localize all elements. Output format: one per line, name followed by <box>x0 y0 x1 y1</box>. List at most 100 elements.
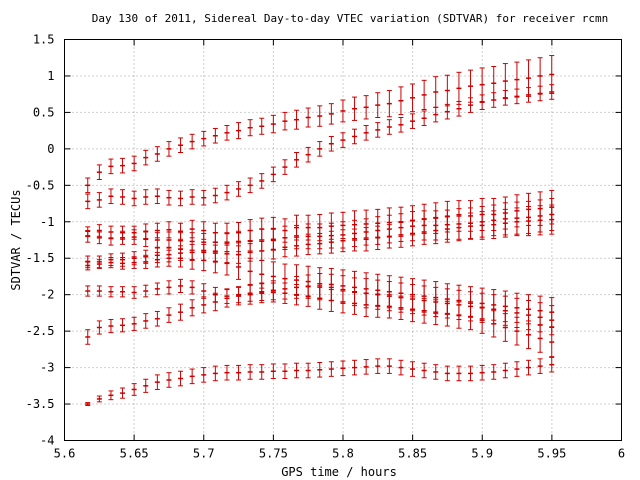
error-bar-point <box>259 283 265 304</box>
error-bar-point <box>514 207 520 237</box>
error-bar-point <box>386 119 392 135</box>
error-bar-point <box>108 158 114 175</box>
error-bar-point <box>212 187 218 204</box>
chart-title: Day 130 of 2011, Sidereal Day-to-day VTE… <box>92 12 609 25</box>
y-tick-label: -2 <box>40 288 54 302</box>
error-bar-point <box>433 299 439 326</box>
error-bar-point <box>456 213 462 242</box>
error-bar-point <box>236 122 242 140</box>
error-bar-point <box>247 177 253 194</box>
error-bar-point <box>305 146 311 163</box>
error-bar-point <box>363 359 369 375</box>
error-bar-point <box>375 225 381 250</box>
x-tick-label: 5.8 <box>332 447 354 461</box>
error-bar-point <box>131 316 137 331</box>
y-tick-label: -3.5 <box>26 397 55 411</box>
error-bar-point <box>282 111 288 131</box>
error-bar-point <box>456 365 462 382</box>
x-tick-label: 6 <box>618 447 625 461</box>
error-bar-point <box>352 359 358 376</box>
error-bar-point <box>468 97 474 113</box>
error-bar-point <box>247 119 253 137</box>
y-tick-label: -4 <box>40 434 54 448</box>
error-bar-point <box>166 141 172 157</box>
x-tick-label: 5.75 <box>259 447 288 461</box>
error-bar-point <box>294 109 300 130</box>
error-bar-point <box>189 299 195 317</box>
error-bar-point <box>96 395 102 403</box>
error-bar-point <box>502 90 508 106</box>
error-bar-point <box>270 239 276 260</box>
error-bar-point <box>456 301 462 329</box>
error-bar-point <box>224 251 230 276</box>
error-bar-point <box>282 237 288 258</box>
error-bar-point <box>421 219 427 245</box>
error-bar-point <box>236 364 242 381</box>
error-bar-point <box>468 365 474 382</box>
error-bar-point <box>131 383 137 396</box>
error-bar-point <box>166 231 172 249</box>
y-tick-label: -1 <box>40 215 54 229</box>
error-bar-point <box>352 291 358 315</box>
error-bar-point <box>421 362 427 379</box>
error-bar-point <box>363 292 369 318</box>
error-bar-point <box>328 289 334 312</box>
error-bar-point <box>85 177 91 194</box>
y-axis-label: SDTVAR / TECUs <box>9 189 23 290</box>
error-bar-point <box>224 364 230 381</box>
error-bar-point <box>108 188 114 205</box>
error-bar-point <box>386 224 392 249</box>
error-bar-point <box>108 286 114 298</box>
error-bar-point <box>224 184 230 201</box>
y-tick-label: -0.5 <box>26 178 55 192</box>
error-bar-point <box>166 249 172 267</box>
error-bar-point <box>247 257 253 285</box>
error-bar-point <box>85 329 91 345</box>
error-bar-point <box>247 284 253 305</box>
error-bar-point <box>247 364 253 380</box>
error-bar-point <box>236 286 242 306</box>
error-bar-point <box>166 189 172 206</box>
error-bar-point <box>502 313 508 342</box>
error-bar-point <box>421 297 427 324</box>
error-bar-point <box>131 229 137 245</box>
error-bar-point <box>340 229 346 253</box>
error-bar-point <box>178 370 184 387</box>
error-bar-point <box>201 296 207 314</box>
error-bar-point <box>444 365 450 382</box>
error-bar-point <box>236 254 242 280</box>
error-bar-series <box>85 55 555 407</box>
error-bar-point <box>212 127 218 144</box>
error-bar-point <box>537 205 543 236</box>
x-tick-label: 5.85 <box>398 447 427 461</box>
series-track-2 <box>85 84 555 210</box>
error-bar-point <box>479 306 485 334</box>
error-bar-point <box>317 361 323 378</box>
error-bar-point <box>259 117 265 135</box>
error-bar-point <box>328 230 334 254</box>
error-bar-point <box>363 95 369 120</box>
error-bar-point <box>154 310 160 327</box>
error-bar-point <box>259 173 265 189</box>
error-bar-point <box>85 230 91 243</box>
error-bar-point <box>178 190 184 207</box>
x-axis-label: GPS time / hours <box>281 465 397 479</box>
error-bar-point <box>131 155 137 172</box>
series-track-9 <box>85 356 555 407</box>
error-bar-point <box>96 285 102 297</box>
error-bar-point <box>178 137 184 154</box>
error-bar-point <box>421 110 427 127</box>
error-bar-point <box>479 94 485 110</box>
x-tick-label: 5.95 <box>537 447 566 461</box>
error-bar-point <box>108 318 114 334</box>
series-track-1 <box>85 55 555 194</box>
error-bar-point <box>143 284 149 298</box>
error-bar-point <box>294 152 300 168</box>
error-bar-point <box>537 358 543 374</box>
error-bar-point <box>444 215 450 243</box>
error-bar-point <box>131 286 137 299</box>
error-bar-point <box>537 324 543 353</box>
error-bar-point <box>120 256 126 270</box>
error-bar-point <box>514 361 520 377</box>
y-tick-label: 1 <box>47 69 54 83</box>
